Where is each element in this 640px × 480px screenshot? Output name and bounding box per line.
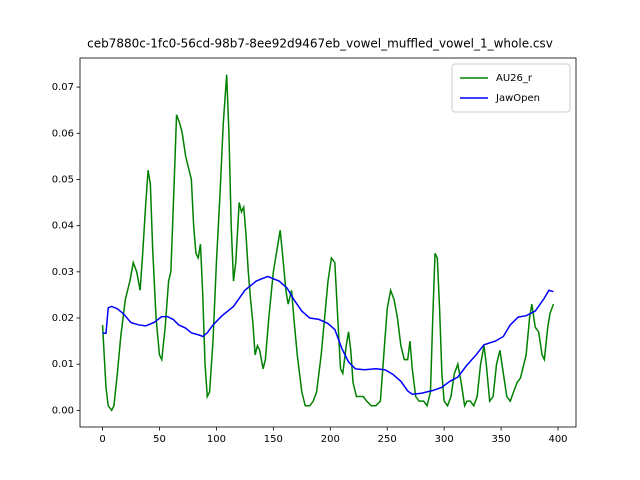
y-tick-label: 0.07 — [52, 82, 74, 93]
y-tick-label: 0.00 — [52, 405, 74, 416]
data-line — [101, 74, 555, 412]
x-tick-label: 400 — [548, 434, 567, 445]
legend-label: JawOpen — [495, 93, 540, 104]
legend-box — [451, 63, 571, 113]
y-tick-label: 0.01 — [52, 359, 74, 370]
y-tick-label: 0.06 — [52, 128, 74, 139]
x-tick-label: 50 — [153, 434, 166, 445]
y-tick-label: 0.05 — [52, 174, 74, 185]
x-tick-label: 100 — [207, 434, 226, 445]
x-tick-label: 300 — [435, 434, 454, 445]
x-tick-label: 350 — [492, 434, 511, 445]
y-tick-label: 0.03 — [52, 267, 74, 278]
data-line — [102, 275, 554, 395]
legend-label: AU26_r — [496, 73, 533, 84]
x-tick-label: 150 — [264, 434, 283, 445]
chart-title: ceb7880c-1fc0-56cd-98b7-8ee92d9467eb_vow… — [87, 37, 553, 51]
y-tick-label: 0.02 — [52, 313, 74, 324]
plot-frame — [79, 57, 577, 428]
x-tick-label: 200 — [321, 434, 340, 445]
x-tick-label: 0 — [99, 434, 105, 445]
y-tick-label: 0.04 — [52, 221, 74, 232]
x-tick-label: 250 — [378, 434, 397, 445]
legend: AU26_r JawOpen — [451, 63, 571, 113]
